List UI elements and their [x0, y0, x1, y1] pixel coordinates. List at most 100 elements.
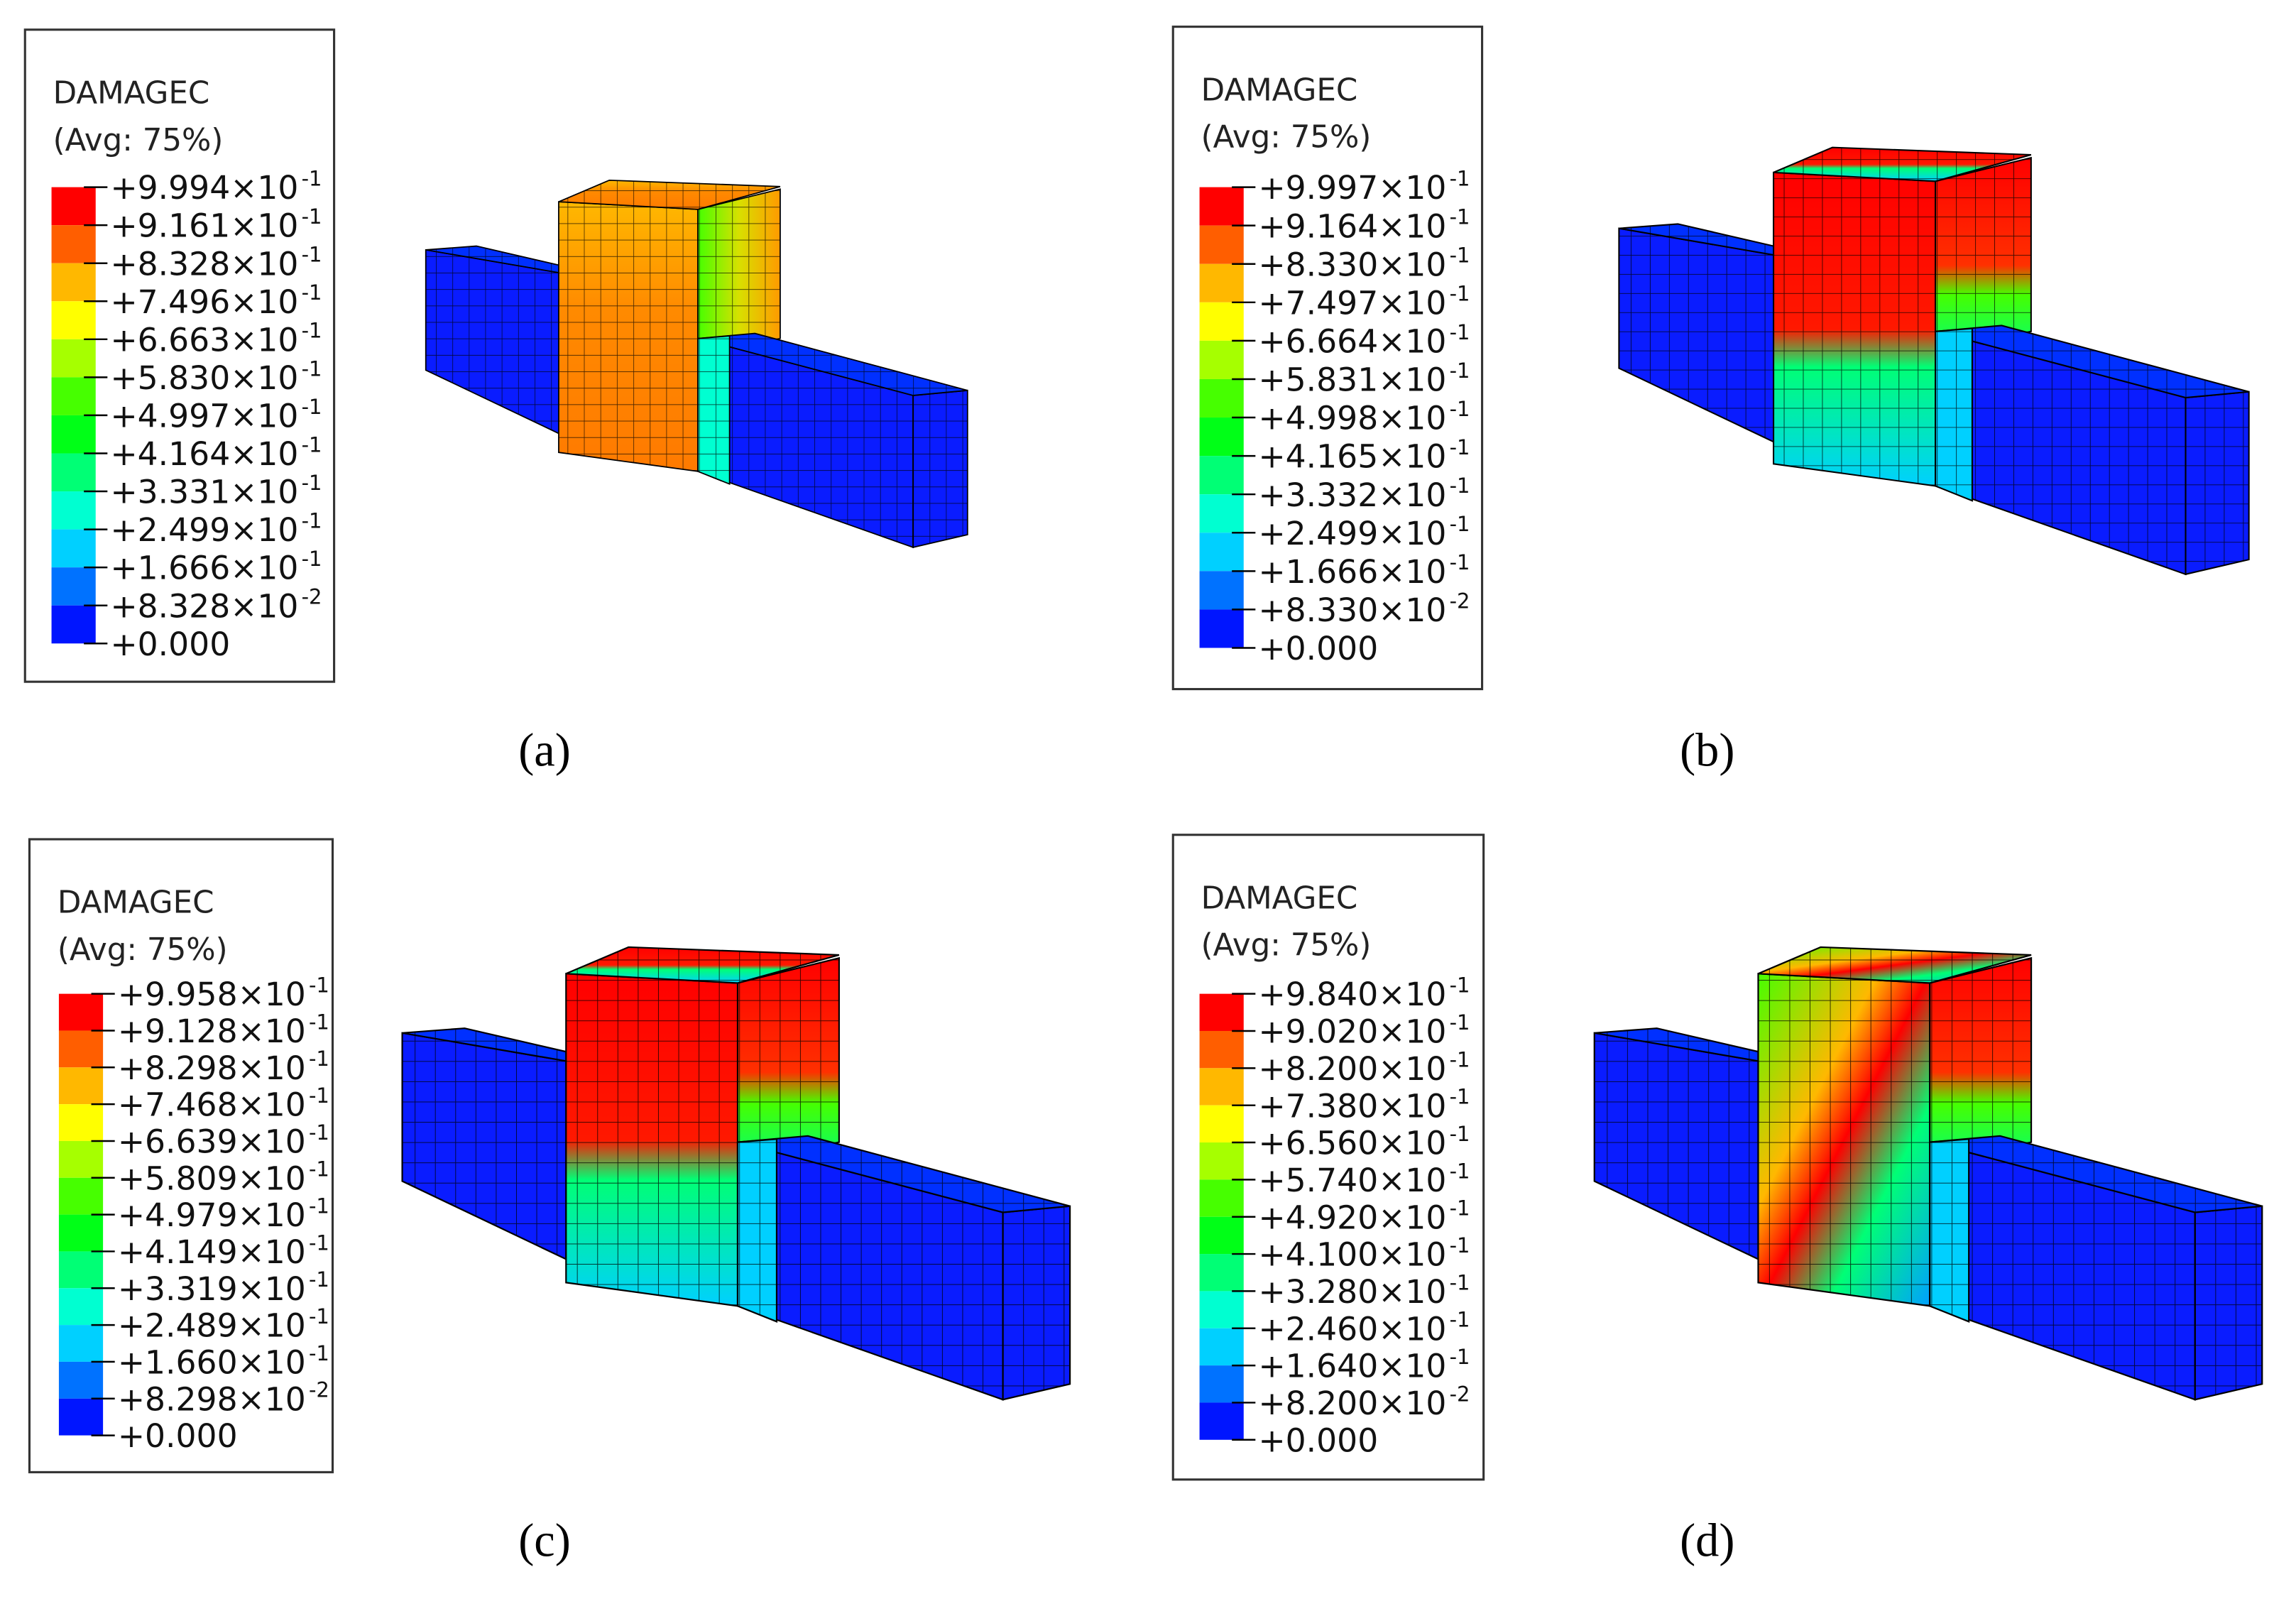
- legend-exponent: -1: [1450, 320, 1470, 344]
- legend-subtitle: (Avg: 75%): [1201, 120, 1372, 155]
- legend-color: [1199, 418, 1244, 457]
- caption: (b): [1680, 724, 1734, 776]
- legend-color: [51, 263, 96, 302]
- legend-label: +5.831×10: [1258, 361, 1446, 399]
- legend-exponent: -1: [1450, 1010, 1470, 1035]
- legend-label: +6.560×10: [1258, 1125, 1446, 1162]
- legend-color: [58, 1214, 104, 1252]
- model-mesh: [1002, 1206, 1071, 1400]
- legend-exponent: -1: [1450, 474, 1470, 498]
- legend-label: +1.666×10: [1258, 553, 1446, 591]
- caption: (d): [1680, 1515, 1734, 1567]
- legend-subtitle: (Avg: 75%): [58, 932, 228, 968]
- legend-color: [1199, 1402, 1244, 1440]
- caption: (a): [518, 724, 571, 776]
- legend-exponent: -1: [1450, 1196, 1470, 1221]
- legend-color: [51, 415, 96, 454]
- legend-color: [51, 339, 96, 378]
- legend-color: [58, 1251, 104, 1289]
- model-mesh: [1935, 328, 1972, 501]
- legend-label: +0.000: [110, 626, 230, 663]
- legend-exponent: -1: [1450, 550, 1470, 574]
- model-mesh: [1594, 1028, 1759, 1062]
- legend-color: [51, 187, 96, 226]
- model-mesh: [1594, 1032, 1759, 1260]
- legend-label: +9.997×10: [1258, 169, 1446, 207]
- panel: DAMAGEC(Avg: 75%)+9.994×10 -1+9.161×10 -1+…: [23, 28, 968, 776]
- legend-label: +7.380×10: [1258, 1087, 1446, 1125]
- legend-color: [51, 301, 96, 339]
- legend-label: +5.809×10: [118, 1159, 306, 1197]
- legend-exponent: -1: [309, 1047, 329, 1071]
- legend-exponent: -1: [302, 471, 322, 495]
- legend-label: +9.161×10: [110, 207, 298, 245]
- model-mesh: [698, 336, 730, 484]
- model-mesh: [2185, 391, 2249, 574]
- legend-label: +2.489×10: [118, 1307, 306, 1345]
- model-mesh: [566, 946, 839, 983]
- legend-label: +8.298×10: [118, 1049, 306, 1087]
- legend-label: +8.328×10: [110, 245, 298, 283]
- fe-model: [1618, 146, 2250, 576]
- model-mesh: [425, 246, 559, 273]
- legend-exponent: -1: [302, 547, 322, 571]
- legend-color: [1199, 225, 1244, 264]
- legend-exponent: -1: [309, 1084, 329, 1108]
- legend-exponent: -2: [1450, 1382, 1470, 1406]
- legend-exponent: -1: [302, 319, 322, 343]
- legend-exponent: -1: [1450, 1270, 1470, 1294]
- legend-label: +4.979×10: [118, 1196, 306, 1234]
- legend-label: +4.165×10: [1258, 438, 1446, 476]
- legend-exponent: -1: [1450, 1122, 1470, 1146]
- legend-exponent: -1: [302, 356, 322, 381]
- legend-label: +9.840×10: [1258, 976, 1446, 1013]
- legend-exponent: -1: [1450, 1159, 1470, 1183]
- model-mesh: [1773, 147, 2031, 182]
- legend-label: +4.149×10: [118, 1233, 306, 1271]
- legend-label: +4.100×10: [1258, 1236, 1446, 1274]
- model-mesh: [1935, 158, 2031, 354]
- legend-exponent: -1: [1450, 205, 1470, 229]
- model-mesh: [698, 189, 780, 358]
- legend-color: [51, 377, 96, 415]
- legend-exponent: -1: [1450, 1085, 1470, 1109]
- legend-color: [1199, 494, 1244, 533]
- legend-color: [1199, 1142, 1244, 1180]
- model-mesh: [698, 338, 914, 547]
- legend-exponent: -1: [1450, 397, 1470, 421]
- legend-exponent: -1: [1450, 1233, 1470, 1257]
- legend-color: [1199, 302, 1244, 341]
- legend-color: [58, 1067, 104, 1105]
- legend-color: [58, 1104, 104, 1141]
- legend-color: [1199, 1030, 1244, 1069]
- model-mesh: [1930, 1139, 1969, 1322]
- legend-exponent: -1: [302, 204, 322, 229]
- legend-label: +8.330×10: [1258, 246, 1446, 283]
- legend-exponent: -1: [1450, 1308, 1470, 1332]
- legend-exponent: -1: [1450, 282, 1470, 306]
- legend-color: [58, 993, 104, 1031]
- model-mesh: [738, 1135, 1071, 1213]
- legend-title: DAMAGEC: [53, 75, 210, 111]
- legend-exponent: -1: [309, 1157, 329, 1181]
- legend-label: +8.200×10: [1258, 1385, 1446, 1422]
- legend-label: +2.499×10: [1258, 515, 1446, 552]
- legend-label: +8.200×10: [1258, 1050, 1446, 1088]
- legend-color: [1199, 263, 1244, 302]
- legend-label: +8.298×10: [118, 1380, 306, 1418]
- legend-exponent: -2: [1450, 589, 1470, 613]
- legend-exponent: -1: [309, 1304, 329, 1328]
- legend-label: +7.468×10: [118, 1086, 306, 1124]
- model-mesh: [1773, 172, 1936, 486]
- legend-label: +0.000: [1258, 630, 1378, 667]
- model-mesh: [566, 973, 738, 1306]
- model-mesh: [913, 390, 968, 547]
- legend-subtitle: (Avg: 75%): [53, 123, 224, 158]
- legend-label: +7.497×10: [1258, 284, 1446, 322]
- legend-color: [1199, 993, 1244, 1031]
- legend-label: +6.639×10: [118, 1123, 306, 1161]
- legend-exponent: -1: [309, 973, 329, 998]
- legend-color: [58, 1177, 104, 1215]
